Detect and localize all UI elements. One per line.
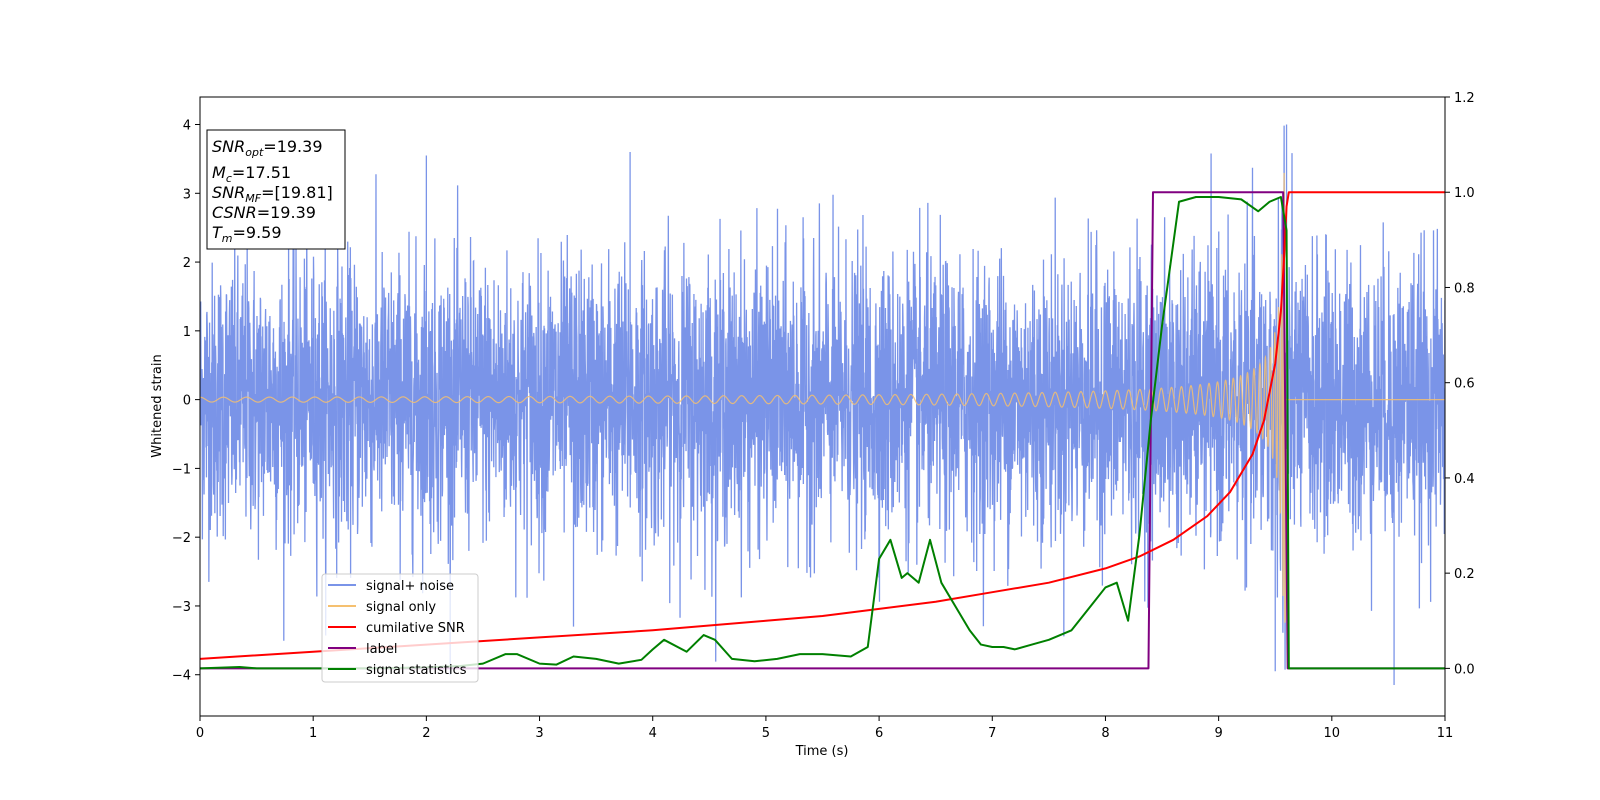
x-tick-label: 3 bbox=[535, 726, 543, 741]
y2-tick-label: 0.2 bbox=[1454, 567, 1475, 582]
info-csnr: CSNR=19.39 bbox=[212, 203, 316, 222]
y-tick-label: 1 bbox=[183, 325, 191, 340]
legend-label: label bbox=[366, 642, 397, 657]
y2-axis-ticks: 0.0 0.2 0.4 0.6 0.8 1.0 1.2 bbox=[1445, 91, 1475, 677]
info-mc: Mc=17.51 bbox=[212, 163, 291, 185]
legend: signal+ noise signal only cumilative SNR la… bbox=[321, 573, 479, 683]
y-tick-label: −2 bbox=[172, 531, 191, 546]
y-tick-label: 3 bbox=[183, 187, 191, 202]
y2-tick-label: 0.4 bbox=[1454, 472, 1475, 487]
plot-frame bbox=[199, 96, 1446, 717]
y2-tick-label: 0.8 bbox=[1454, 281, 1475, 296]
y2-tick-label: 0.0 bbox=[1454, 662, 1475, 677]
x-tick-label: 2 bbox=[422, 726, 430, 741]
series-signal-only bbox=[200, 172, 1445, 623]
info-box: SNRopt=19.39 Mc=17.51 SNRMF=[19.81] CSNR… bbox=[206, 129, 346, 250]
x-tick-label: 1 bbox=[309, 726, 317, 741]
x-tick-label: 9 bbox=[1214, 726, 1222, 741]
x-tick-label: 0 bbox=[196, 726, 204, 741]
legend-label: signal only bbox=[366, 600, 436, 615]
series-line-signal-only bbox=[200, 172, 1445, 623]
legend-label: signal+ noise bbox=[366, 579, 454, 594]
series-line-signal-statistics bbox=[200, 195, 1445, 670]
x-tick-label: 5 bbox=[762, 726, 770, 741]
x-axis-label: Time (s) bbox=[795, 744, 849, 759]
x-tick-label: 8 bbox=[1101, 726, 1109, 741]
y-tick-label: 0 bbox=[183, 394, 191, 409]
y-tick-label: −3 bbox=[172, 600, 191, 615]
info-snr-mf: SNRMF=[19.81] bbox=[212, 183, 333, 205]
x-axis-ticks: 0 1 2 3 4 5 6 7 8 9 10 11 bbox=[196, 716, 1453, 741]
x-tick-label: 4 bbox=[649, 726, 657, 741]
y-tick-label: −1 bbox=[172, 462, 191, 477]
series-line-cumilative-snr bbox=[200, 191, 1445, 660]
right-axis-series bbox=[200, 191, 1445, 670]
y-tick-label: −4 bbox=[172, 669, 191, 684]
x-tick-label: 10 bbox=[1324, 726, 1341, 741]
x-tick-label: 7 bbox=[988, 726, 996, 741]
legend-label: signal statistics bbox=[366, 663, 467, 678]
y-axis-ticks: −4 −3 −2 −1 0 1 2 3 4 bbox=[172, 119, 200, 684]
y2-tick-label: 1.2 bbox=[1454, 91, 1475, 106]
info-tm: Tm=9.59 bbox=[212, 223, 282, 245]
y-tick-label: 4 bbox=[183, 119, 191, 134]
y2-tick-label: 1.0 bbox=[1454, 186, 1475, 201]
y2-tick-label: 0.6 bbox=[1454, 377, 1475, 392]
y-axis-label: Whitened strain bbox=[150, 354, 165, 457]
legend-label: cumilative SNR bbox=[366, 621, 465, 636]
x-tick-label: 11 bbox=[1437, 726, 1454, 741]
x-tick-label: 6 bbox=[875, 726, 883, 741]
y-tick-label: 2 bbox=[183, 256, 191, 271]
info-snr-opt: SNRopt=19.39 bbox=[212, 137, 323, 159]
